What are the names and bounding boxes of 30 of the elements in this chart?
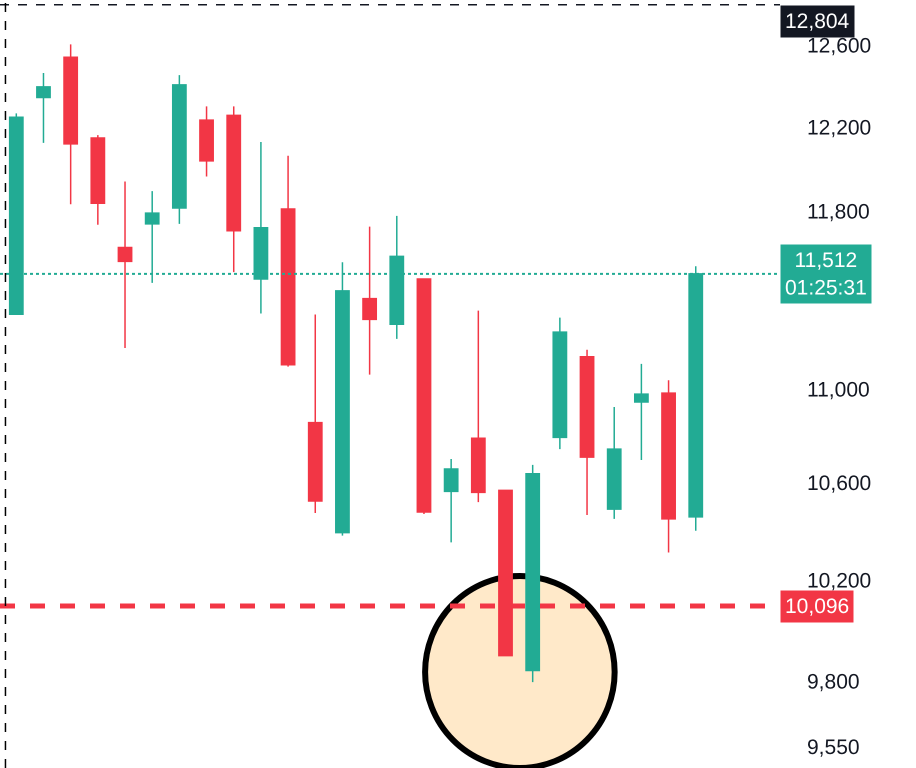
candlestick [308,314,323,514]
candlestick [172,74,187,225]
candlestick [199,106,214,178]
candlestick [444,458,459,544]
candlestick [634,363,649,461]
candlestick [118,180,132,349]
y-tick-label: 11,800 [807,200,870,224]
y-tick-label: 9,800 [807,670,860,694]
candlestick [580,349,594,516]
y-tick-label: 9,550 [807,736,860,760]
candlestick [661,380,676,554]
candlestick [280,155,296,368]
ref-line-label: 10,096 [785,595,850,618]
candlestick [416,278,432,515]
y-tick-label: 12,600 [807,34,872,58]
candlestick [90,134,106,226]
candlestick [226,106,242,273]
y-tick-label: 12,200 [807,116,872,140]
ref-line-label: 11,512 01:25:31 [785,249,867,300]
y-tick-label: 10,600 [807,472,872,496]
candlestick [63,44,78,206]
candlestick [470,310,486,503]
candlestick [525,464,540,683]
candlestick [606,406,622,520]
y-tick-label: 10,200 [807,569,872,592]
candlestick [552,316,568,450]
candlestick [362,226,378,376]
candlestick [36,72,51,144]
ref-line-label: 12,804 [785,10,850,33]
y-tick-label: 11,000 [807,378,870,402]
